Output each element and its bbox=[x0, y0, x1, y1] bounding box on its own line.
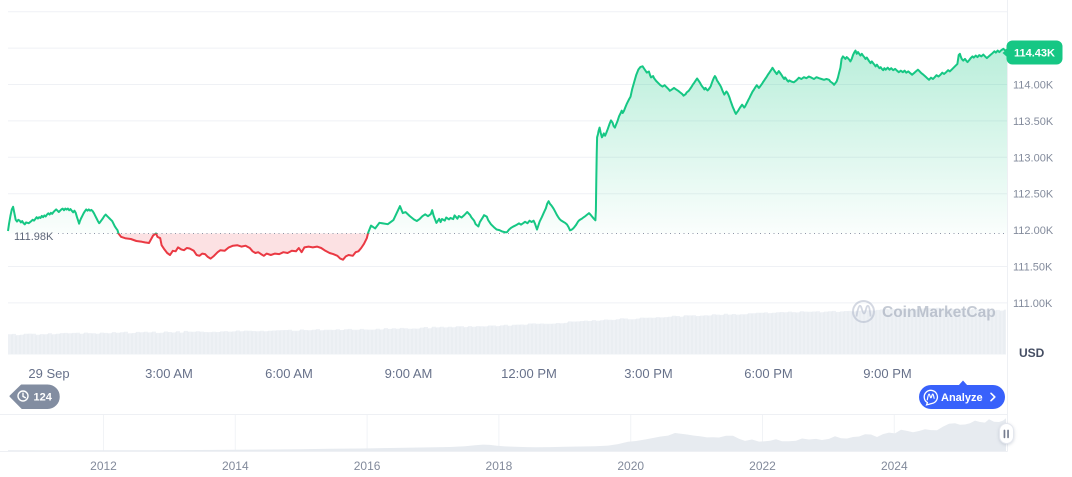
svg-text:2024: 2024 bbox=[881, 459, 908, 473]
svg-text:2020: 2020 bbox=[617, 459, 644, 473]
svg-text:12:00 PM: 12:00 PM bbox=[501, 366, 557, 381]
svg-text:9:00 PM: 9:00 PM bbox=[863, 366, 911, 381]
svg-text:2012: 2012 bbox=[90, 459, 117, 473]
svg-text:CoinMarketCap: CoinMarketCap bbox=[882, 304, 996, 321]
svg-text:Analyze: Analyze bbox=[941, 392, 983, 404]
svg-text:2016: 2016 bbox=[354, 459, 381, 473]
svg-text:113.00K: 113.00K bbox=[1013, 152, 1054, 164]
svg-text:6:00 PM: 6:00 PM bbox=[744, 366, 792, 381]
svg-text:2022: 2022 bbox=[749, 459, 776, 473]
svg-text:112.00K: 112.00K bbox=[1013, 225, 1054, 237]
svg-text:9:00 AM: 9:00 AM bbox=[385, 366, 433, 381]
svg-text:111.00K: 111.00K bbox=[1013, 298, 1053, 310]
svg-text:2014: 2014 bbox=[222, 459, 249, 473]
svg-text:114.43K: 114.43K bbox=[1014, 48, 1055, 60]
svg-text:111.98K: 111.98K bbox=[14, 231, 54, 243]
svg-text:3:00 AM: 3:00 AM bbox=[145, 366, 193, 381]
svg-text:112.50K: 112.50K bbox=[1013, 189, 1054, 201]
svg-text:USD: USD bbox=[1019, 346, 1045, 360]
svg-text:2018: 2018 bbox=[486, 459, 513, 473]
svg-text:124: 124 bbox=[34, 392, 53, 404]
svg-text:114.00K: 114.00K bbox=[1013, 80, 1054, 92]
svg-text:113.50K: 113.50K bbox=[1013, 116, 1054, 128]
svg-text:111.50K: 111.50K bbox=[1013, 262, 1053, 274]
svg-text:29 Sep: 29 Sep bbox=[28, 366, 69, 381]
svg-text:6:00 AM: 6:00 AM bbox=[265, 366, 313, 381]
svg-text:3:00 PM: 3:00 PM bbox=[624, 366, 672, 381]
